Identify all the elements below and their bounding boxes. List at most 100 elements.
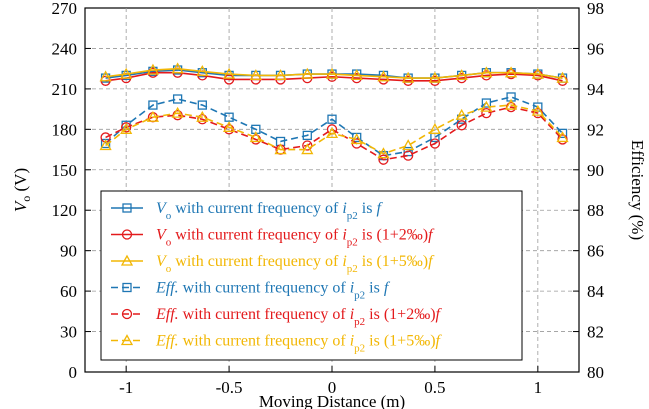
legend-label-part: is (1+5‰) — [365, 333, 435, 350]
data-point — [171, 106, 184, 118]
y2-tick-label: 94 — [587, 80, 605, 99]
legend-swatch-marker — [120, 254, 134, 266]
legend-label-part: is (1+2‰) — [365, 306, 435, 323]
legend-label-part: i — [350, 306, 354, 323]
data-point — [197, 100, 207, 110]
data-point — [429, 138, 441, 149]
legend-label: Eff. with current frequency of ip2 is (1… — [155, 306, 443, 328]
data-point — [302, 140, 313, 151]
legend-swatch-marker — [121, 308, 133, 320]
y-axis-title-v: V — [11, 199, 30, 212]
series-3 — [99, 62, 569, 83]
y-axis-title-unit: (V) — [11, 168, 30, 196]
data-point — [378, 154, 389, 165]
legend-label-part: p2 — [347, 263, 358, 275]
data-point — [504, 98, 518, 110]
data-point — [377, 70, 390, 82]
y-tick-label: 120 — [52, 201, 78, 220]
legend-label-part: o — [166, 210, 172, 222]
data-point — [428, 122, 442, 134]
data-point — [302, 130, 312, 141]
legend-label-part: p2 — [347, 237, 358, 249]
legend-label-part: is (1+2‰) — [358, 227, 428, 244]
y-axis-title-sub: o — [19, 196, 33, 202]
x-tick-label: 0.5 — [424, 378, 445, 397]
data-point — [196, 65, 209, 77]
y2-tick-label: 98 — [587, 0, 604, 18]
data-point — [402, 139, 415, 151]
legend-box — [100, 190, 523, 361]
data-point — [301, 67, 314, 79]
legend-label-part: V — [156, 227, 168, 244]
y-tick-label: 90 — [60, 242, 77, 261]
data-point — [325, 67, 339, 79]
y-tick-label: 60 — [60, 282, 77, 301]
legend-label-part: is — [365, 280, 384, 297]
y2-tick-label: 80 — [587, 363, 604, 382]
legend-label-part: Eff. — [155, 306, 179, 323]
legend-label-part: with current frequency of — [179, 333, 350, 350]
data-point — [556, 71, 569, 83]
legend-swatch-marker — [120, 334, 134, 346]
data-point — [274, 143, 287, 155]
legend-label-part: with current frequency of — [179, 280, 350, 297]
data-point — [223, 74, 235, 85]
x-tick-label: 1 — [534, 378, 543, 397]
legend-label-part: i — [350, 280, 354, 297]
y-tick-label: 0 — [69, 363, 78, 382]
legend-label-part: o — [166, 237, 172, 249]
data-point — [377, 147, 390, 159]
legend-item: Eff. with current frequency of ip2 is (1… — [111, 306, 443, 328]
data-point — [531, 67, 544, 79]
data-point — [455, 69, 468, 81]
data-point — [120, 67, 133, 79]
legend-label-part: f — [428, 253, 435, 270]
data-point — [480, 100, 493, 112]
y2-axis-title: Efficiency (%) — [628, 140, 647, 240]
data-point — [456, 120, 467, 131]
legend-label: Eff. with current frequency of ip2 is f — [155, 280, 391, 302]
legend-label-part: p2 — [354, 290, 365, 302]
data-point — [325, 127, 339, 139]
legend-item: Eff. with current frequency of ip2 is f — [111, 280, 391, 302]
y-tick-label: 240 — [52, 39, 78, 58]
legend-item: Vo with current frequency of ip2 is (1+2… — [111, 227, 435, 249]
legend-label-part: with current frequency of — [171, 253, 342, 270]
data-point — [556, 131, 569, 143]
legend-label-part: i — [350, 333, 354, 350]
y2-tick-label: 88 — [587, 201, 604, 220]
y-tick-label: 270 — [52, 0, 78, 18]
legend: Vo with current frequency of ip2 is fVo … — [100, 190, 523, 361]
data-point — [100, 132, 111, 143]
legend-swatch-marker — [122, 203, 132, 213]
legend-item: Vo with current frequency of ip2 is (1+5… — [111, 253, 435, 275]
legend-label-part: p2 — [354, 343, 365, 355]
data-point — [504, 66, 518, 78]
data-point — [480, 66, 493, 78]
y-axis-title: Vo (V) — [11, 168, 33, 212]
legend-label-part: f — [376, 200, 383, 217]
legend-label-part: i — [342, 253, 346, 270]
y2-tick-label: 90 — [587, 161, 604, 180]
y2-tick-label: 82 — [587, 323, 604, 342]
x-tick-label: -0.5 — [216, 378, 243, 397]
y-tick-label: 180 — [52, 120, 78, 139]
y2-tick-label: 96 — [587, 39, 604, 58]
data-point — [120, 122, 133, 134]
legend-label: Vo with current frequency of ip2 is (1+2… — [156, 227, 435, 249]
series-line — [105, 104, 564, 155]
x-tick-label: 0 — [328, 378, 337, 397]
data-point — [222, 67, 236, 79]
data-point — [121, 122, 132, 133]
data-point — [301, 143, 314, 155]
legend-label-part: i — [342, 227, 346, 244]
legend-label-part: f — [428, 227, 435, 244]
series-line — [105, 67, 563, 79]
y-tick-label: 150 — [52, 161, 78, 180]
data-point — [148, 100, 158, 110]
data-point — [531, 104, 544, 116]
legend-label-part: o — [166, 263, 172, 275]
legend-label-part: V — [156, 200, 168, 217]
y2-tick-label: 86 — [587, 242, 604, 261]
